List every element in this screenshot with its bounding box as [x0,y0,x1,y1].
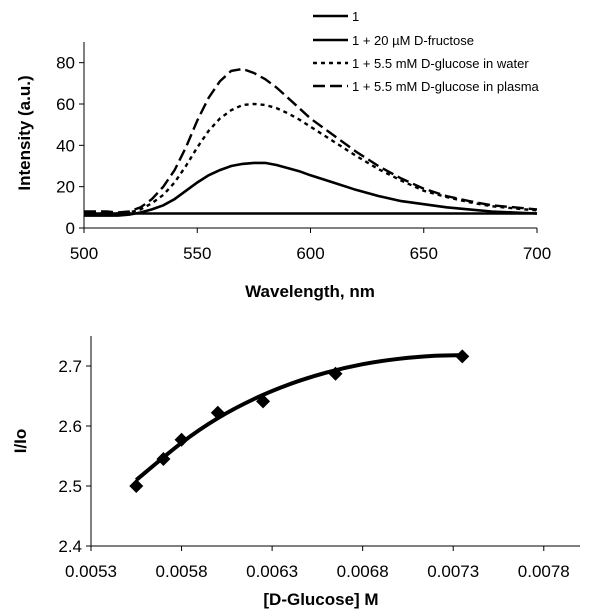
x-tick-label: 0.0073 [427,562,479,581]
y-axis-title: Intensity (a.u.) [15,75,34,190]
series-line-4 [84,67,538,214]
legend-label-2: 1 + 20 µM D-fructose [352,33,474,48]
x-tick-label: 0.0063 [246,562,298,581]
data-point [156,452,171,466]
y-tick-label: 80 [56,54,75,73]
y-tick-label: 2.6 [58,417,82,436]
data-point [129,479,144,493]
x-tick-label: 0.0053 [65,562,117,581]
y-axis-title: I/Io [11,429,30,454]
spectrum-chart: 0 20 40 60 80 500 550 600 650 700 Intensity (a.u… [15,9,551,301]
x-tick-label: 0.0058 [156,562,208,581]
calibration-chart: 2.4 2.5 2.6 2.7 0.0053 0.0058 0.0063 0.0068 0.0… [11,336,580,609]
x-tick-label: 0.0078 [518,562,570,581]
y-tick-label: 0 [66,219,75,238]
data-point [210,405,225,420]
x-tick-label: 600 [296,244,324,263]
data-point [328,366,343,381]
x-axis-title: [D-Glucose] M [263,590,378,609]
x-tick-label: 500 [70,244,98,263]
y-tick-label: 40 [56,136,75,155]
x-axis-title: Wavelength, nm [245,282,375,301]
data-point [455,349,470,364]
y-tick-label: 2.7 [58,357,82,376]
x-tick-label: 0.0068 [337,562,389,581]
y-tick-label: 20 [56,178,75,197]
data-point [174,432,189,447]
legend-label-4: 1 + 5.5 mM D-glucose in plasma [352,79,540,94]
data-point [256,394,271,409]
x-tick-label: 700 [523,244,551,263]
series-line-3 [84,102,538,215]
y-tick-label: 2.4 [58,537,82,556]
y-tick-label: 60 [56,95,75,114]
x-tick-label: 650 [410,244,438,263]
fit-curve [135,353,463,482]
legend: 1 1 + 20 µM D-fructose 1 + 5.5 mM D-glucos… [313,9,540,94]
y-tick-label: 2.5 [58,477,82,496]
series-line-2 [84,161,538,217]
x-tick-label: 550 [183,244,211,263]
legend-label-1: 1 [352,9,359,24]
legend-label-3: 1 + 5.5 mM D-glucose in water [352,56,529,71]
